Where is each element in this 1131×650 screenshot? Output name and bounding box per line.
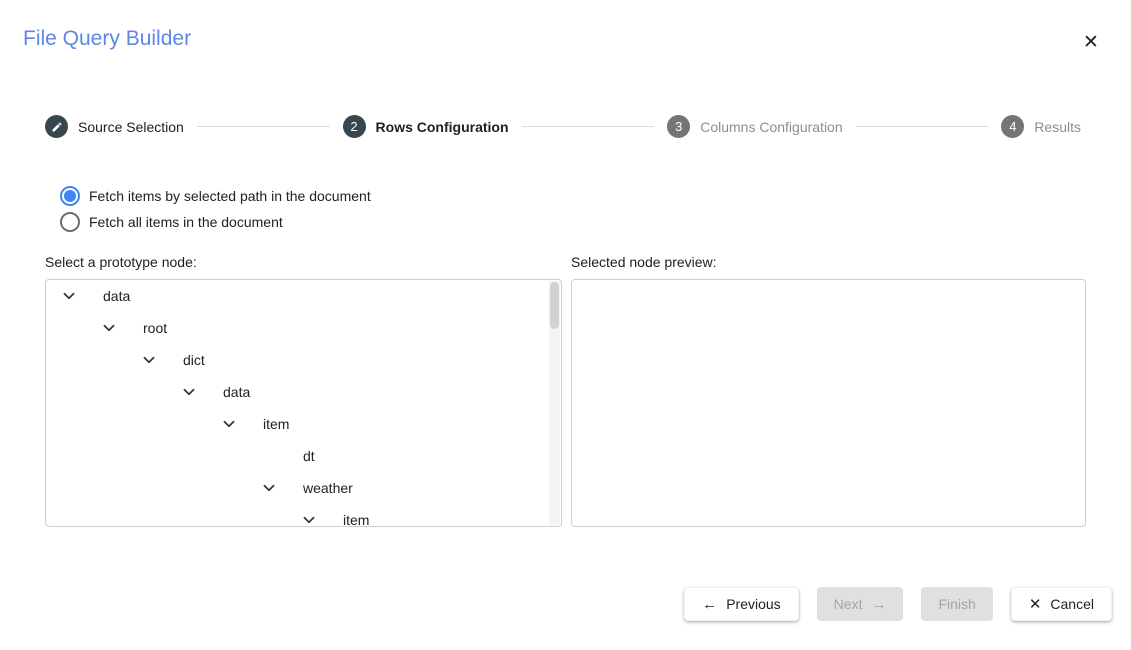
radio-fetch-by-path[interactable]: Fetch items by selected path in the docu… [60,183,371,209]
step-rows-configuration[interactable]: 2 Rows Configuration [342,115,509,138]
chevron-spacer [260,447,278,465]
tree-scrollbar[interactable] [549,281,560,525]
tree-node-root[interactable]: root [46,312,561,344]
tree-node-label: data [103,288,131,304]
radio-label: Fetch all items in the document [89,214,283,230]
step-results[interactable]: 4 Results [1001,115,1081,138]
step-connector [521,126,655,127]
previous-button-label: Previous [726,596,781,612]
chevron-down-icon[interactable] [140,351,158,369]
step-source-selection[interactable]: Source Selection [45,115,184,138]
edit-icon [45,115,68,138]
tree-node-label: item [263,416,290,432]
step-label: Rows Configuration [375,118,509,135]
arrow-left-icon: ← [702,595,718,613]
tree-node-item[interactable]: item [46,408,561,440]
tree-node-dict[interactable]: dict [46,344,561,376]
tree-node-label: weather [303,480,353,496]
step-number-badge: 4 [1001,115,1025,138]
tree-node-label: dt [303,448,315,464]
chevron-down-icon[interactable] [300,511,318,526]
fetch-mode-radio-group: Fetch items by selected path in the docu… [60,183,371,235]
step-connector [855,126,989,127]
chevron-down-icon[interactable] [260,479,278,497]
finish-button-label: Finish [938,596,976,612]
chevron-down-icon[interactable] [220,415,238,433]
tree-node-label: dict [183,352,205,368]
step-number-badge: 3 [667,115,691,138]
next-button[interactable]: Next → [816,587,904,621]
step-number-badge: 2 [342,115,366,138]
tree-node-label: root [143,320,168,336]
dialog-title: File Query Builder [23,27,192,50]
tree-node-weather[interactable]: weather [46,472,561,504]
cancel-button[interactable]: ✕ Cancel [1010,587,1112,621]
prototype-panel-label: Select a prototype node: [45,254,197,270]
chevron-down-icon[interactable] [180,383,198,401]
chevron-down-icon[interactable] [100,319,118,337]
tree-node-data-inner[interactable]: data [46,376,561,408]
preview-panel-label: Selected node preview: [571,254,717,270]
prototype-node-tree[interactable]: data root dict data item [45,279,562,527]
step-connector [196,126,330,127]
previous-button[interactable]: ← Previous [684,587,799,621]
step-label: Source Selection [78,118,184,135]
tree-scrollbar-thumb[interactable] [550,282,559,329]
node-preview-panel: Selected node preview: [571,254,1086,527]
radio-unselected-icon[interactable] [60,212,80,232]
arrow-right-icon: → [871,595,887,613]
step-columns-configuration[interactable]: 3 Columns Configuration [667,115,843,138]
content-panels: Select a prototype node: data root dict … [45,254,1086,527]
tree-node-data[interactable]: data [46,280,561,312]
wizard-footer: ← Previous Next → Finish ✕ Cancel [684,587,1112,621]
wizard-stepper: Source Selection 2 Rows Configuration 3 … [45,115,1081,138]
close-x-icon: ✕ [1028,596,1042,613]
step-label: Results [1034,118,1081,135]
tree-node-label: data [223,384,251,400]
cancel-button-label: Cancel [1050,596,1094,612]
radio-fetch-all[interactable]: Fetch all items in the document [60,209,371,235]
finish-button[interactable]: Finish [921,587,993,621]
radio-selected-icon[interactable] [60,186,80,206]
chevron-down-icon[interactable] [60,287,78,305]
node-preview-box [571,279,1086,527]
prototype-node-panel: Select a prototype node: data root dict … [45,254,562,527]
close-icon[interactable]: ✕ [1078,29,1104,55]
step-label: Columns Configuration [700,118,843,135]
tree-node-weather-item[interactable]: item [46,504,561,527]
tree-node-dt[interactable]: dt [46,440,561,472]
radio-label: Fetch items by selected path in the docu… [89,188,371,204]
tree-node-label: item [343,512,370,527]
next-button-label: Next [833,596,863,612]
